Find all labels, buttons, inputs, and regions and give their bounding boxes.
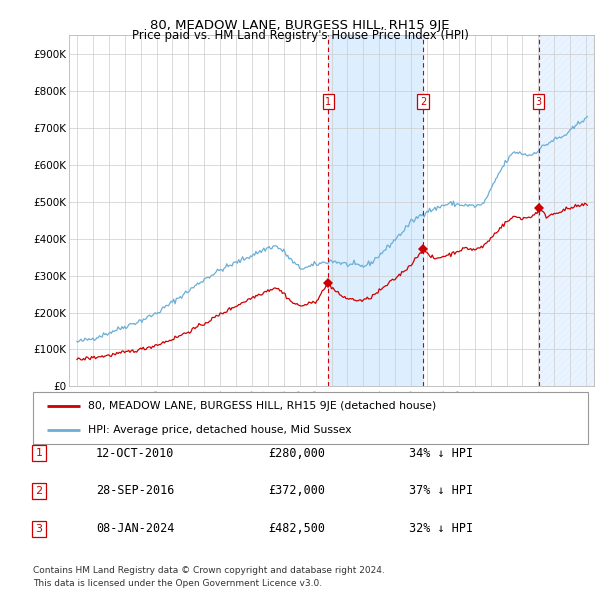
Text: £482,500: £482,500 [269,522,325,535]
Text: 80, MEADOW LANE, BURGESS HILL, RH15 9JE (detached house): 80, MEADOW LANE, BURGESS HILL, RH15 9JE … [89,401,437,411]
Text: £372,000: £372,000 [269,484,325,497]
Text: 12-OCT-2010: 12-OCT-2010 [96,447,174,460]
Text: 08-JAN-2024: 08-JAN-2024 [96,522,174,535]
Text: 2: 2 [420,97,426,107]
Text: 3: 3 [536,97,542,107]
Text: £280,000: £280,000 [269,447,325,460]
Text: 32% ↓ HPI: 32% ↓ HPI [409,522,473,535]
Text: 80, MEADOW LANE, BURGESS HILL, RH15 9JE: 80, MEADOW LANE, BURGESS HILL, RH15 9JE [150,19,450,32]
Text: 34% ↓ HPI: 34% ↓ HPI [409,447,473,460]
Text: 37% ↓ HPI: 37% ↓ HPI [409,484,473,497]
Text: HPI: Average price, detached house, Mid Sussex: HPI: Average price, detached house, Mid … [89,425,352,435]
Text: Contains HM Land Registry data © Crown copyright and database right 2024.: Contains HM Land Registry data © Crown c… [33,566,385,575]
Bar [328,35,423,386]
Text: This data is licensed under the Open Government Licence v3.0.: This data is licensed under the Open Gov… [33,579,322,588]
Text: 28-SEP-2016: 28-SEP-2016 [96,484,174,497]
Text: 3: 3 [35,524,43,533]
FancyBboxPatch shape [33,392,588,444]
Text: Price paid vs. HM Land Registry's House Price Index (HPI): Price paid vs. HM Land Registry's House … [131,30,469,42]
Text: 1: 1 [325,97,331,107]
Bar [539,35,594,386]
Text: 2: 2 [35,486,43,496]
Text: 1: 1 [35,448,43,458]
